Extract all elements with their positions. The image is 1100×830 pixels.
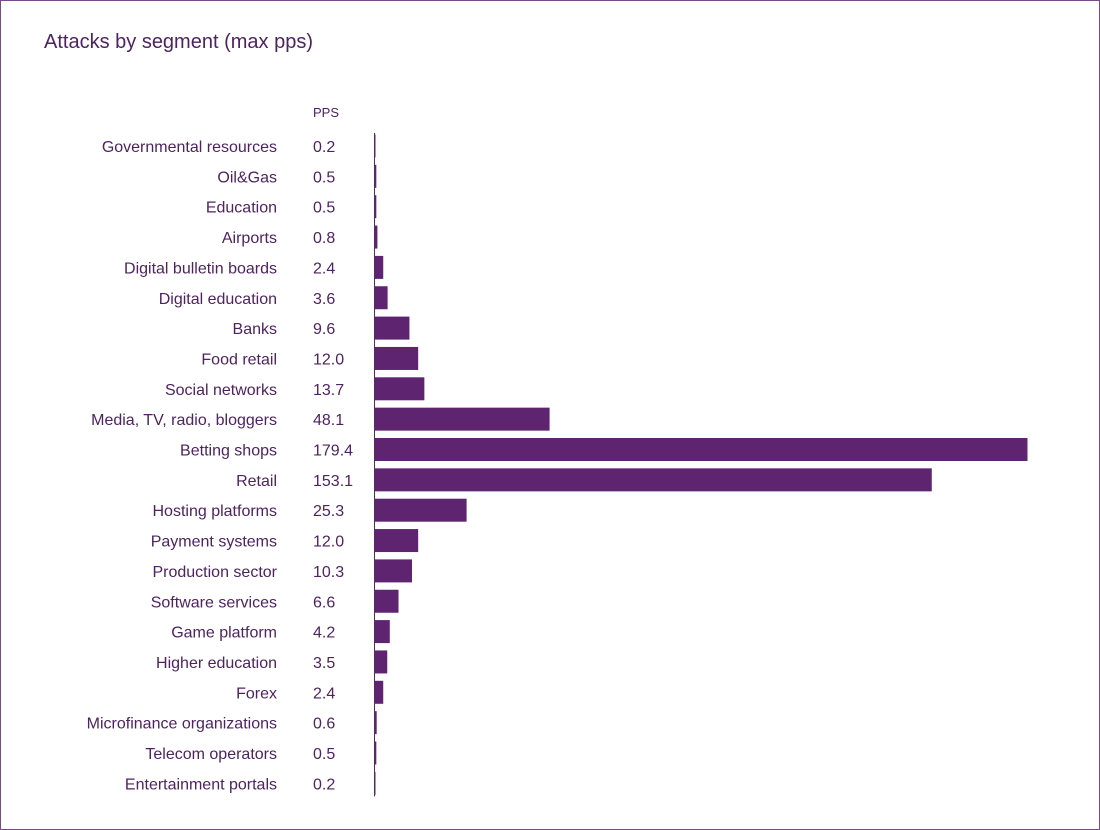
category-label: Social networks [165,382,277,399]
bar [374,650,388,674]
value-column-header: PPS [313,105,340,120]
bar [374,468,932,492]
category-label: Telecom operators [145,746,277,763]
category-label: Production sector [152,564,277,581]
category-label: Betting shops [180,443,277,460]
value-label: 12.0 [313,351,344,368]
category-label: Forex [236,685,277,702]
bar [374,498,467,522]
value-label: 12.0 [313,534,344,551]
value-label: 3.5 [313,655,335,672]
category-label: Banks [233,321,277,338]
category-label: Education [206,200,277,217]
value-label: 3.6 [313,291,335,308]
bar [374,620,390,644]
category-label: Oil&Gas [217,169,277,186]
bar [374,346,419,370]
value-label: 0.8 [313,230,335,247]
bar [374,316,410,340]
category-label: Entertainment portals [125,776,277,793]
value-label: 0.5 [313,200,335,217]
value-label: 179.4 [313,443,353,460]
bar [374,286,388,310]
bar [374,255,384,279]
category-label: Digital bulletin boards [124,260,277,277]
bar [374,225,378,249]
value-label: 0.5 [313,169,335,186]
value-label: 48.1 [313,412,344,429]
category-label: Media, TV, radio, bloggers [91,412,277,429]
category-label: Airports [222,230,277,247]
bar [374,680,384,704]
category-label: Game platform [171,625,277,642]
category-label: Higher education [156,655,277,672]
category-label: Hosting platforms [153,503,278,520]
value-label: 6.6 [313,594,335,611]
value-label: 2.4 [313,685,335,702]
bar [374,134,376,158]
value-label: 0.2 [313,139,335,156]
bar [374,711,377,735]
value-label: 0.2 [313,776,335,793]
category-label: Payment systems [151,534,277,551]
bar [374,164,377,188]
value-label: 153.1 [313,473,353,490]
value-label: 13.7 [313,382,344,399]
value-label: 25.3 [313,503,344,520]
value-label: 4.2 [313,625,335,642]
bar [374,559,412,583]
bar [374,529,419,553]
bar [374,438,1028,461]
value-label: 10.3 [313,564,344,581]
chart-title: Attacks by segment (max pps) [44,31,313,53]
value-label: 0.5 [313,746,335,763]
category-label: Digital education [159,291,277,308]
category-label: Microfinance organizations [87,716,277,733]
category-label: Software services [151,594,277,611]
bar [374,195,377,219]
category-label: Governmental resources [102,139,277,156]
value-label: 9.6 [313,321,335,338]
category-label: Retail [236,473,277,490]
value-label: 2.4 [313,260,335,277]
bar [374,589,399,613]
bar [374,377,425,401]
bar [374,407,550,431]
bar [374,741,377,765]
value-label: 0.6 [313,716,335,733]
category-label: Food retail [201,351,277,368]
bar [374,771,376,795]
